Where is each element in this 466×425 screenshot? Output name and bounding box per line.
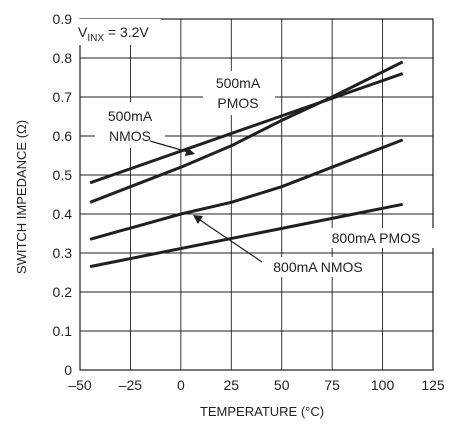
plot-frame xyxy=(79,18,434,371)
condition-sub: INX xyxy=(87,33,104,44)
condition-label: VINX = 3.2V xyxy=(78,24,149,44)
y-tick-label: 0 xyxy=(64,362,72,378)
x-tick-label: 25 xyxy=(223,377,239,393)
annotation-800ma-pmos: 800mA PMOS xyxy=(318,228,434,248)
y-tick-label: 0.9 xyxy=(53,11,73,27)
x-tick-label: 0 xyxy=(177,377,185,393)
x-tick-label: –50 xyxy=(68,377,92,393)
y-tick-label: 0.2 xyxy=(53,284,73,300)
y-tick-label: 0.1 xyxy=(53,323,73,339)
x-tick-label: 50 xyxy=(274,377,290,393)
x-tick-label: 125 xyxy=(421,377,445,393)
annot-500ma-nmos-line2: NMOS xyxy=(109,128,151,144)
annot-500ma-nmos-line1: 500mA xyxy=(108,108,153,124)
y-tick-label: 0.6 xyxy=(53,128,73,144)
series-line-500ma-nmos xyxy=(89,60,404,204)
y-tick-label: 0.7 xyxy=(53,89,73,105)
series-lines xyxy=(89,60,404,269)
y-tick-label: 0.3 xyxy=(53,245,73,261)
tick-labels: –50 –25 0 25 50 75 100 125 0 0.1 0.2 0.3 0.4 0.5 0.6 0.… xyxy=(53,11,445,393)
annotation-500ma-pmos: 500mA PMOS xyxy=(203,71,275,115)
annotation-800ma-nmos: 800mA NMOS xyxy=(193,215,380,277)
annotation-500ma-nmos: 500mA NMOS xyxy=(95,102,195,156)
annot-500ma-pmos-line1: 500mA xyxy=(216,75,261,91)
x-tick-label: 75 xyxy=(324,377,340,393)
arrowhead-800ma-nmos xyxy=(193,215,203,224)
x-tick-label: –25 xyxy=(119,377,143,393)
arrow-800ma-nmos xyxy=(199,219,263,263)
condition-rest: = 3.2V xyxy=(104,24,149,40)
condition-box: VINX = 3.2V xyxy=(73,19,161,45)
condition-main: V xyxy=(78,24,88,40)
y-axis-title: SWITCH IMPEDANCE (Ω) xyxy=(14,120,29,274)
y-tick-label: 0.8 xyxy=(53,50,73,66)
series-line-800ma-pmos xyxy=(89,138,404,241)
arrowhead-500ma-nmos xyxy=(185,147,195,156)
annot-800ma-pmos: 800mA PMOS xyxy=(332,230,421,246)
series-line-800ma-nmos xyxy=(89,202,403,269)
x-axis-title: TEMPERATURE (°C) xyxy=(200,404,324,419)
y-tick-label: 0.5 xyxy=(53,167,73,183)
annot-500ma-pmos-line2: PMOS xyxy=(217,95,258,111)
annot-800ma-nmos: 800mA NMOS xyxy=(273,259,362,275)
arrow-500ma-nmos xyxy=(149,140,189,153)
series-line-500ma-pmos xyxy=(89,72,404,185)
y-tick-label: 0.4 xyxy=(53,206,73,222)
x-tick-label: 100 xyxy=(371,377,395,393)
